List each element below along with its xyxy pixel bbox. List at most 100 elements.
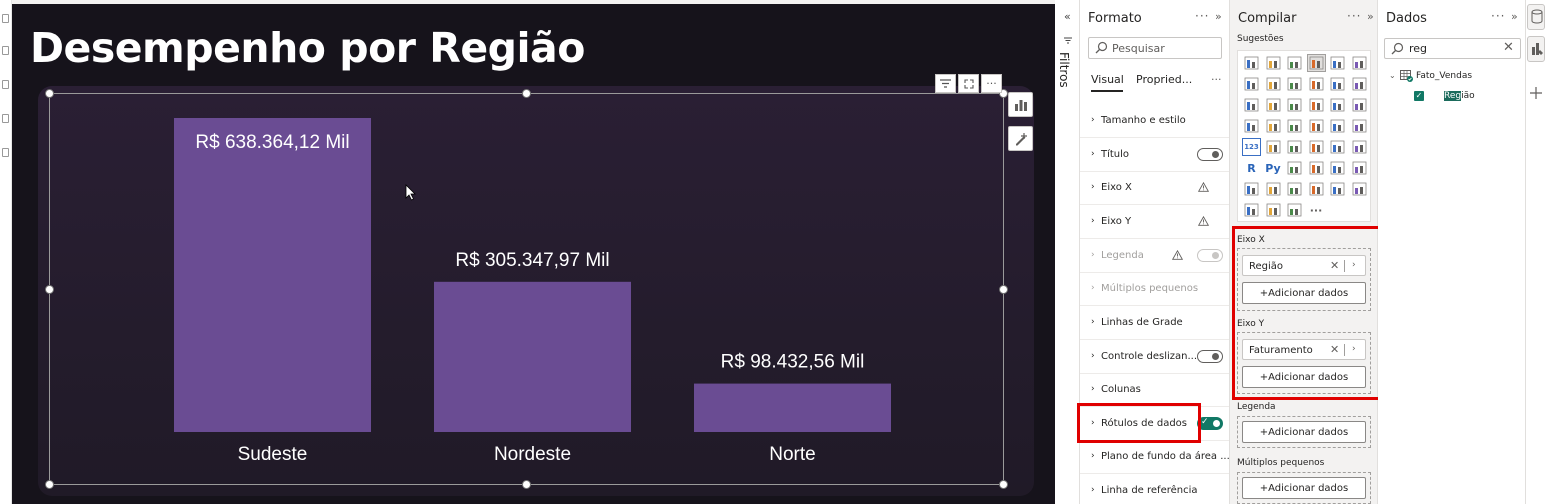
bar-norte[interactable] [694, 383, 891, 432]
section-toggle[interactable] [1197, 148, 1223, 161]
format-section-2[interactable]: › Eixo X [1080, 171, 1229, 205]
smart-narrative-visual-icon[interactable] [1264, 180, 1283, 198]
custom-1-visual-icon[interactable] [1242, 201, 1261, 219]
expand-field-icon[interactable]: › [1352, 260, 1356, 270]
decomp-tree-visual-icon[interactable] [1307, 159, 1326, 177]
resize-handle-top-left[interactable] [45, 89, 54, 98]
kpi-visual-icon[interactable] [1285, 138, 1304, 156]
clustered-column-visual-icon[interactable] [1306, 54, 1326, 72]
format-search-input[interactable]: Pesquisar [1088, 37, 1222, 59]
format-pane-collapse-icon[interactable]: » [1215, 10, 1222, 23]
bar-mini-visual-icon[interactable] [1264, 96, 1283, 114]
custom-2-visual-icon[interactable] [1264, 201, 1283, 219]
custom-3-visual-icon[interactable] [1285, 201, 1304, 219]
remove-field-icon[interactable]: ✕ [1330, 343, 1340, 356]
tab-visual[interactable]: Visual [1091, 73, 1124, 92]
power-apps-visual-icon[interactable] [1307, 180, 1326, 198]
resize-handle-left[interactable] [45, 285, 54, 294]
small-multiples-well[interactable]: +Adicionar dados [1237, 472, 1371, 504]
qa-visual-icon[interactable] [1328, 159, 1347, 177]
power-automate-visual-icon[interactable] [1328, 180, 1347, 198]
format-section-4[interactable]: › Legenda [1080, 239, 1229, 273]
expand-filters-icon[interactable]: « [1064, 10, 1071, 23]
clustered-bar-visual-icon[interactable] [1264, 54, 1283, 72]
card-visual-icon[interactable]: 123 [1242, 138, 1261, 156]
format-section-11[interactable]: › Linha de referência [1080, 474, 1229, 504]
format-pane-toggle-icon[interactable] [1527, 36, 1545, 62]
matrix-visual-icon[interactable] [1350, 138, 1369, 156]
expand-field-icon[interactable]: › [1352, 344, 1356, 354]
line-visual-icon[interactable] [1242, 75, 1261, 93]
format-section-6[interactable]: › Linhas de Grade [1080, 306, 1229, 340]
y-axis-well[interactable]: Faturamento ✕ › +Adicionar dados [1237, 332, 1371, 394]
more-options-icon[interactable]: ··· [981, 74, 1002, 93]
format-section-3[interactable]: › Eixo Y [1080, 205, 1229, 239]
bar-sudeste[interactable] [174, 118, 371, 432]
legend-well[interactable]: +Adicionar dados [1237, 416, 1371, 448]
data-pane-collapse-icon[interactable]: » [1511, 10, 1518, 23]
format-pane-more-icon[interactable]: ··· [1195, 9, 1210, 23]
stacked-bar-visual-icon[interactable] [1242, 54, 1261, 72]
tabs-more-icon[interactable]: ··· [1211, 73, 1222, 86]
section-toggle[interactable] [1197, 350, 1223, 363]
build-visual-icon[interactable] [1008, 92, 1033, 117]
more-visual-icon[interactable]: ··· [1309, 203, 1323, 217]
x-axis-well[interactable]: Região ✕ › +Adicionar dados [1237, 248, 1371, 311]
resize-handle-bottom-left[interactable] [45, 480, 54, 489]
filters-label[interactable]: Filtros [1057, 52, 1071, 88]
metrics-visual-icon[interactable] [1285, 180, 1304, 198]
y-axis-add-data-button[interactable]: +Adicionar dados [1242, 366, 1366, 388]
python-visual-visual-icon[interactable]: Py [1265, 161, 1281, 175]
collapse-table-icon[interactable]: ⌄ [1389, 71, 1396, 80]
y-axis-field-pill[interactable]: Faturamento ✕ › [1242, 339, 1366, 360]
table-view-icon[interactable] [2, 46, 9, 55]
donut-visual-icon[interactable] [1350, 96, 1369, 114]
line-stacked-column-visual-icon[interactable] [1285, 75, 1304, 93]
focus-mode-icon[interactable] [958, 74, 979, 93]
report-view-icon[interactable] [2, 14, 9, 23]
key-influencers-visual-icon[interactable] [1285, 159, 1304, 177]
add-pane-icon[interactable] [1527, 82, 1545, 108]
scatter2-visual-icon[interactable] [1307, 96, 1326, 114]
resize-handle-bottom-right[interactable] [999, 480, 1008, 489]
treemap-visual-icon[interactable] [1242, 117, 1261, 135]
multi-card-visual-icon[interactable] [1264, 138, 1283, 156]
funnel2-visual-icon[interactable] [1285, 96, 1304, 114]
r-visual-visual-icon[interactable]: R [1247, 161, 1256, 175]
funnel-visual-icon[interactable] [1350, 75, 1369, 93]
shape-map-visual-icon[interactable] [1307, 117, 1326, 135]
slicer-visual-icon[interactable] [1307, 138, 1326, 156]
lineage-view-icon[interactable] [2, 148, 9, 157]
remove-field-icon[interactable]: ✕ [1330, 259, 1340, 272]
data-pane-more-icon[interactable]: ··· [1491, 9, 1506, 23]
area-visual-icon[interactable] [1264, 75, 1283, 93]
format-section-0[interactable]: › Tamanho e estilo [1080, 104, 1229, 138]
100-column-visual-icon[interactable] [1350, 54, 1369, 72]
power-bi-visual-icon[interactable] [1350, 180, 1369, 198]
filled-map-visual-icon[interactable] [1285, 117, 1304, 135]
build-pane-more-icon[interactable]: ··· [1347, 9, 1362, 23]
build-pane-collapse-icon[interactable]: » [1367, 10, 1374, 23]
waterfall-visual-icon[interactable] [1328, 75, 1347, 93]
bar-nordeste[interactable] [434, 281, 631, 432]
format-section-8[interactable]: › Colunas [1080, 373, 1229, 407]
dax-view-icon[interactable] [2, 114, 9, 123]
pie-visual-icon[interactable] [1328, 96, 1347, 114]
tab-general[interactable]: Propried... [1136, 73, 1193, 86]
format-section-7[interactable]: › Controle deslizan... [1080, 340, 1229, 374]
azure-map-visual-icon[interactable] [1328, 117, 1347, 135]
column-chart[interactable]: R$ 638.364,12 Mil Sudeste R$ 305.347,97 Mi… [49, 93, 1004, 485]
small-multiples-add-data-button[interactable]: +Adicionar dados [1242, 477, 1366, 499]
format-section-10[interactable]: › Plano de fundo da área ... [1080, 440, 1230, 474]
resize-handle-bottom[interactable] [522, 480, 531, 489]
data-pane-toggle-icon[interactable] [1527, 4, 1545, 30]
field-checkbox[interactable]: ✓ [1414, 91, 1424, 101]
format-section-1[interactable]: › Título [1080, 138, 1229, 172]
x-axis-add-data-button[interactable]: +Adicionar dados [1242, 282, 1366, 304]
resize-handle-top[interactable] [522, 89, 531, 98]
ribbon-visual-icon[interactable] [1307, 75, 1326, 93]
filters-pane-collapsed[interactable]: « Filtros [1055, 0, 1080, 504]
paginated-visual-icon[interactable] [1350, 159, 1369, 177]
model-view-icon[interactable] [2, 80, 9, 89]
map-visual-icon[interactable] [1264, 117, 1283, 135]
